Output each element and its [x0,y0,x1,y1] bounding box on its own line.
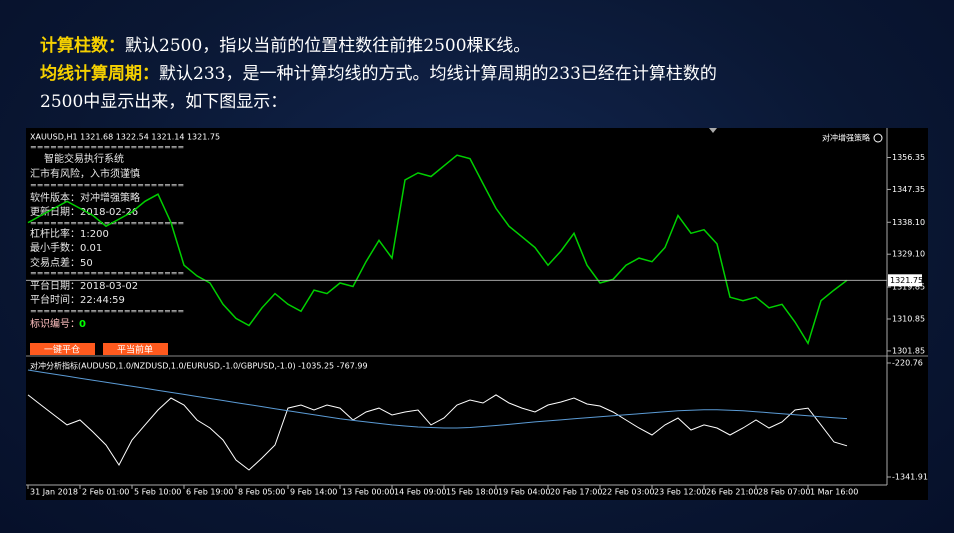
shift-marker [709,128,717,133]
y-tick-label: 1338.10 [892,218,925,227]
x-tick-label: 26 Feb 21:00 [706,488,758,497]
panel-text: 交易点差：50 [30,256,93,269]
panel-id-label: 标识编号： [30,317,80,330]
terminal-bg [26,128,928,500]
panel-separator: ======================= [30,219,184,228]
x-tick-label: 28 Feb 07:00 [758,488,810,497]
x-tick-label: 2 Feb 01:00 [82,488,129,497]
intro-line: 2500中显示出来，如下图显示： [40,88,717,116]
x-tick-label: 9 Feb 14:00 [290,488,337,497]
x-tick-label: 23 Feb 12:00 [654,488,706,497]
panel-text: 软件版本：对冲增强策略 [30,191,140,204]
current-price-box [888,274,922,287]
x-tick-label: 14 Feb 09:00 [394,488,446,497]
y-tick-label: 1356.35 [892,153,925,162]
y-tick-label: 1319.85 [892,283,925,292]
current-price-label: 1321.75 [890,276,923,285]
panel-text: 平台日期：2018-03-02 [30,279,138,292]
intro-line: 计算柱数：默认2500，指以当前的位置柱数往前推2500棵K线。 [40,32,717,60]
series-line [27,369,848,429]
x-tick-label: 8 Feb 05:00 [238,488,285,497]
ea-icon [873,133,883,143]
intro-text: 2500中显示出来，如下图显示： [40,92,288,112]
intro-text: 默认233，是一种计算均线的方式。均线计算周期的233已经在计算柱数的 [159,64,717,84]
y-tick-label: 1301.85 [892,346,925,355]
x-tick-label: 13 Feb 00:00 [342,488,394,497]
intro: 计算柱数：默认2500，指以当前的位置柱数往前推2500棵K线。 均线计算周期：… [40,32,717,116]
x-tick-label: 22 Feb 03:00 [602,488,654,497]
panel-text: 杠杆比率：1:200 [30,227,109,240]
panel-id-value: 0 [79,319,86,330]
info-panel: =======================智能交易执行系统汇市有风险，入市须… [28,142,184,356]
panel-text: 智能交易执行系统 [44,152,124,165]
x-tick-label: 31 Jan 2018 [30,488,78,497]
series-line [27,154,848,346]
y-tick-label: -1341.91 [892,473,928,482]
x-tick-label: 6 Feb 19:00 [186,488,233,497]
x-tick-label: 19 Feb 04:00 [498,488,550,497]
indicator-title: 对冲分析指标(AUDUSD,1.0/NZDUSD,1.0/EURUSD,-1.0… [30,361,368,371]
panel-separator: ======================= [30,269,184,278]
panel-text: 更新日期：2018-02-26 [30,205,138,218]
y-tick-label: 1329.10 [892,250,925,259]
y-tick-label: -220.76 [892,358,923,367]
x-tick-label: 5 Feb 10:00 [134,488,181,497]
price-title: XAUUSD,H1 1321.68 1322.54 1321.14 1321.7… [30,133,220,142]
intro-label: 均线计算周期： [40,64,159,84]
panel-button[interactable] [103,343,168,355]
y-tick-label: 1310.85 [892,314,925,323]
panel-bg [28,142,174,332]
intro-label: 计算柱数： [40,36,125,56]
x-tick-label: 20 Feb 17:00 [550,488,602,497]
series-line [27,394,848,471]
panel-button-label[interactable]: 平当前单 [117,344,153,356]
intro-line: 均线计算周期：默认233，是一种计算均线的方式。均线计算周期的233已经在计算柱… [40,60,717,88]
panel-button[interactable] [30,343,95,355]
x-tick-label: 1 Mar 16:00 [810,488,858,497]
ea-name: 对冲增强策略 [822,133,870,143]
x-tick-label: 15 Feb 18:00 [446,488,498,497]
panel-separator: ======================= [30,307,184,316]
panel-text: 平台时间：22:44:59 [30,293,125,306]
panel-separator: ======================= [30,143,184,152]
y-tick-label: 1347.35 [892,185,925,194]
panel-separator: ======================= [30,181,184,190]
panel-text: 汇市有风险，入市须谨慎 [30,167,140,180]
panel-text: 最小手数：0.01 [30,241,102,254]
intro-text: 默认2500，指以当前的位置柱数往前推2500棵K线。 [125,36,531,56]
panel-button-label[interactable]: 一键平仓 [44,344,80,356]
